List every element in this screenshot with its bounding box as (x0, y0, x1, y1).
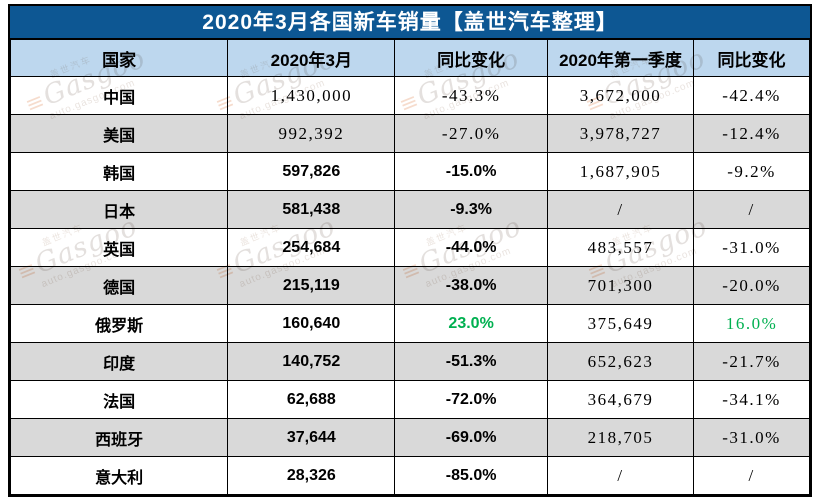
cell-q1-yoy: -31.0% (693, 418, 810, 457)
cell-march-sales: 215,119 (227, 266, 396, 305)
cell-march-sales: 37,644 (227, 418, 396, 457)
cell-march-yoy: -9.3% (394, 190, 548, 229)
cell-q1-yoy: -20.0% (693, 266, 810, 305)
cell-march-yoy: -38.0% (394, 266, 548, 305)
cell-q1-sales: 483,557 (546, 228, 695, 267)
cell-q1-sales: 701,300 (546, 266, 695, 305)
cell-country: 印度 (9, 342, 229, 381)
table-row: 英国 254,684 -44.0% 483,557 -31.0% (9, 228, 810, 267)
cell-q1-yoy: -9.2% (693, 152, 810, 191)
col-header-march: 2020年3月 (227, 39, 396, 77)
cell-country: 德国 (9, 266, 229, 305)
cell-q1-yoy: 16.0% (693, 304, 810, 343)
col-header-country: 国家 (9, 39, 229, 77)
cell-country: 俄罗斯 (9, 304, 229, 343)
table-row: 韩国 597,826 -15.0% 1,687,905 -9.2% (9, 152, 810, 191)
cell-country: 美国 (9, 114, 229, 153)
cell-march-yoy: -51.3% (394, 342, 548, 381)
table-body: 中国 1,430,000 -43.3% 3,672,000 -42.4% 美国 992,39… (9, 76, 810, 495)
table-row: 西班牙 37,644 -69.0% 218,705 -31.0% (9, 418, 810, 457)
cell-march-sales: 1,430,000 (227, 76, 396, 115)
sales-table-container: 2020年3月各国新车销量【盖世汽车整理】 国家 2020年3月 同比变化 20… (8, 4, 812, 497)
cell-q1-yoy: -12.4% (693, 114, 810, 153)
cell-march-yoy: -15.0% (394, 152, 548, 191)
cell-q1-yoy: -21.7% (693, 342, 810, 381)
cell-q1-sales: / (546, 456, 695, 495)
table-row: 中国 1,430,000 -43.3% 3,672,000 -42.4% (9, 76, 810, 115)
cell-q1-sales: 3,672,000 (546, 76, 695, 115)
cell-march-yoy: -85.0% (394, 456, 548, 495)
cell-country: 中国 (9, 76, 229, 115)
cell-march-yoy: 23.0% (394, 304, 548, 343)
cell-q1-yoy: -42.4% (693, 76, 810, 115)
cell-march-yoy: -69.0% (394, 418, 548, 457)
col-header-q1-yoy: 同比变化 (693, 39, 810, 77)
cell-march-sales: 597,826 (227, 152, 396, 191)
cell-q1-yoy: -31.0% (693, 228, 810, 267)
cell-march-yoy: -43.3% (394, 76, 548, 115)
cell-march-sales: 140,752 (227, 342, 396, 381)
table-row: 日本 581,438 -9.3% / / (9, 190, 810, 229)
cell-country: 西班牙 (9, 418, 229, 457)
cell-country: 日本 (9, 190, 229, 229)
table-row: 美国 992,392 -27.0% 3,978,727 -12.4% (9, 114, 810, 153)
cell-q1-sales: / (546, 190, 695, 229)
cell-march-sales: 28,326 (227, 456, 396, 495)
table-row: 法国 62,688 -72.0% 364,679 -34.1% (9, 380, 810, 419)
cell-march-sales: 160,640 (227, 304, 396, 343)
cell-march-yoy: -44.0% (394, 228, 548, 267)
cell-q1-sales: 375,649 (546, 304, 695, 343)
header-row: 国家 2020年3月 同比变化 2020年第一季度 同比变化 (9, 39, 810, 77)
table-row: 意大利 28,326 -85.0% / / (9, 456, 810, 495)
cell-q1-yoy: -34.1% (693, 380, 810, 419)
cell-march-sales: 62,688 (227, 380, 396, 419)
cell-country: 韩国 (9, 152, 229, 191)
cell-q1-yoy: / (693, 190, 810, 229)
cell-q1-sales: 218,705 (546, 418, 695, 457)
cell-q1-sales: 652,623 (546, 342, 695, 381)
cell-country: 英国 (9, 228, 229, 267)
cell-q1-sales: 1,687,905 (546, 152, 695, 191)
cell-country: 意大利 (9, 456, 229, 495)
sales-table: 国家 2020年3月 同比变化 2020年第一季度 同比变化 中国 1,430,0… (9, 39, 810, 495)
col-header-march-yoy: 同比变化 (394, 39, 548, 77)
table-title: 2020年3月各国新车销量【盖世汽车整理】 (10, 6, 810, 39)
table-row: 印度 140,752 -51.3% 652,623 -21.7% (9, 342, 810, 381)
cell-q1-sales: 3,978,727 (546, 114, 695, 153)
cell-march-sales: 581,438 (227, 190, 396, 229)
cell-march-sales: 992,392 (227, 114, 396, 153)
cell-march-yoy: -72.0% (394, 380, 548, 419)
cell-q1-yoy: / (693, 456, 810, 495)
cell-q1-sales: 364,679 (546, 380, 695, 419)
cell-country: 法国 (9, 380, 229, 419)
cell-march-yoy: -27.0% (394, 114, 548, 153)
col-header-q1: 2020年第一季度 (546, 39, 695, 77)
table-row: 德国 215,119 -38.0% 701,300 -20.0% (9, 266, 810, 305)
cell-march-sales: 254,684 (227, 228, 396, 267)
table-row: 俄罗斯 160,640 23.0% 375,649 16.0% (9, 304, 810, 343)
